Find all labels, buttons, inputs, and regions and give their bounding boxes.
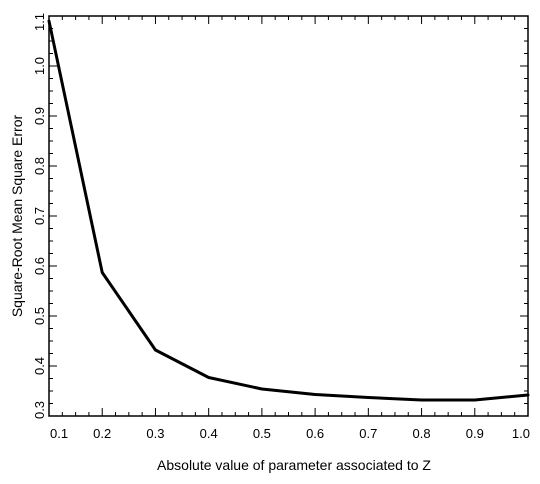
- y-tick-label: 0.9: [32, 107, 47, 125]
- y-tick-label: 0.3: [32, 401, 47, 419]
- x-tick-label: 0.6: [306, 426, 324, 441]
- series-layer: [47, 19, 530, 402]
- x-tick-label: 0.4: [200, 426, 218, 441]
- x-tick-label: 0.3: [146, 426, 164, 441]
- x-tick-label: 0.7: [359, 426, 377, 441]
- plot-frame: [48, 15, 529, 417]
- x-axis-label: Absolute value of parameter associated t…: [157, 457, 431, 473]
- x-tick-label: 0.2: [93, 426, 111, 441]
- data-point: [207, 376, 210, 379]
- y-tick-label: 0.7: [32, 207, 47, 225]
- series-line: [47, 19, 530, 402]
- y-tick-label: 0.8: [32, 157, 47, 175]
- y-tick-label: 0.6: [32, 257, 47, 275]
- data-point: [313, 393, 317, 396]
- x-tick-label: 0.8: [413, 426, 431, 441]
- data-point: [260, 387, 264, 391]
- data-point: [473, 398, 476, 402]
- tick-labels: 0.1 0.2 0.3 0.4 0.5 0.6 0.7 0.8 0.9 1.0 0.3 0.4 0.5 0…: [32, 13, 530, 441]
- data-point: [101, 271, 104, 274]
- data-point: [420, 398, 423, 402]
- x-tick-label: 0.9: [466, 426, 484, 441]
- y-axis-label: Square-Root Mean Square Error: [9, 115, 25, 318]
- y-tick-label: 0.4: [32, 357, 47, 375]
- data-point: [367, 396, 370, 399]
- axis-ticks: [48, 15, 529, 417]
- x-tick-label: 1.0: [512, 426, 530, 441]
- y-tick-label: 0.5: [32, 307, 47, 325]
- y-tick-label: 1.0: [32, 57, 47, 75]
- x-tick-label: 0.5: [253, 426, 271, 441]
- y-tick-label: 1.1: [32, 13, 47, 31]
- data-point: [154, 348, 157, 352]
- x-tick-label: 0.1: [50, 426, 68, 441]
